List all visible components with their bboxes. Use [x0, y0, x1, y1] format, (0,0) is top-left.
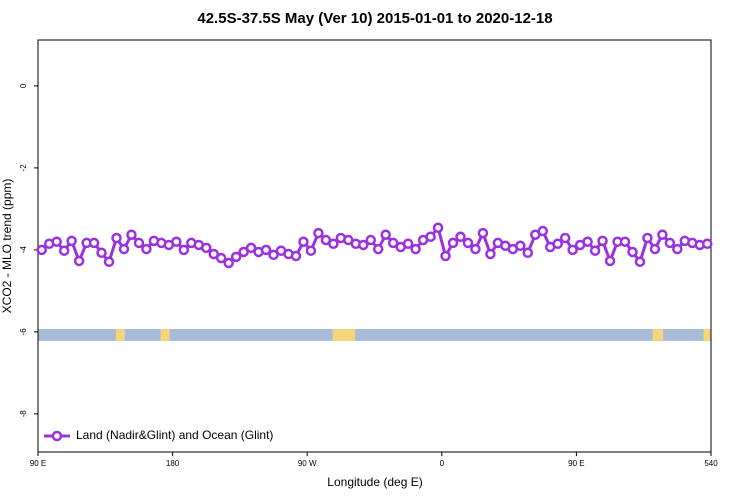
- data-point: [111, 232, 122, 244]
- land-segment: [160, 329, 170, 341]
- data-point: [298, 236, 309, 247]
- land-segment: [703, 329, 711, 341]
- legend-marker: [51, 430, 63, 442]
- y-tick-label: 0: [19, 83, 28, 88]
- data-point: [305, 245, 317, 256]
- data-point: [552, 238, 563, 249]
- data-point: [51, 236, 62, 247]
- data-point: [619, 236, 631, 247]
- data-point: [402, 238, 414, 249]
- data-point: [223, 257, 234, 269]
- data-point: [559, 232, 571, 244]
- data-point: [178, 244, 190, 256]
- data-point: [36, 244, 47, 256]
- y-tick-label: -6: [19, 328, 28, 336]
- data-point: [126, 229, 137, 240]
- land-segment: [115, 329, 125, 341]
- data-point: [365, 234, 377, 246]
- data-point: [604, 255, 616, 267]
- data-point: [485, 248, 496, 260]
- x-tick-label: 90 E: [568, 459, 584, 468]
- data-point: [380, 229, 391, 240]
- data-point: [567, 244, 578, 256]
- data-point: [425, 231, 436, 243]
- x-tick-label: 180: [166, 459, 180, 468]
- data-point: [208, 248, 219, 260]
- data-point: [290, 250, 302, 262]
- legend-label: Land (Nadir&Glint) and Ocean (Glint): [76, 428, 273, 442]
- data-point: [201, 242, 212, 254]
- data-point: [642, 232, 653, 244]
- data-point: [455, 231, 466, 243]
- data-point: [657, 229, 668, 240]
- y-axis-label: XCO2 - MLO trend (ppm): [0, 179, 14, 314]
- data-point: [171, 236, 182, 247]
- x-tick-label: 0: [440, 459, 445, 468]
- data-point: [103, 256, 115, 268]
- data-point: [634, 256, 646, 268]
- data-point: [372, 243, 384, 255]
- data-point: [215, 252, 227, 264]
- y-tick-label: -8: [19, 410, 28, 418]
- x-tick-label: 90 E: [30, 459, 46, 468]
- data-point: [238, 246, 249, 258]
- data-point: [597, 235, 608, 247]
- data-point: [440, 250, 451, 262]
- data-point: [313, 227, 324, 239]
- ocean-band: [38, 329, 711, 341]
- x-tick-label: 540: [704, 459, 718, 468]
- land-segment: [332, 329, 356, 341]
- data-point: [328, 238, 339, 249]
- data-point: [432, 222, 444, 234]
- data-point: [470, 243, 481, 255]
- data-point: [133, 237, 145, 249]
- land-segment: [652, 329, 664, 341]
- data-point: [649, 243, 661, 255]
- data-point: [589, 245, 601, 256]
- data-point: [702, 238, 713, 249]
- data-point: [141, 243, 152, 255]
- data-point: [664, 237, 676, 249]
- x-axis-label: Longitude (deg E): [327, 475, 422, 489]
- chart-title: 42.5S-37.5S May (Ver 10) 2015-01-01 to 2…: [197, 10, 552, 27]
- data-point: [477, 227, 489, 239]
- data-point: [515, 240, 526, 252]
- data-point: [58, 245, 70, 256]
- data-point: [627, 246, 638, 258]
- data-point: [447, 237, 459, 249]
- data-point: [230, 251, 242, 263]
- data-point: [88, 237, 100, 249]
- data-point: [73, 255, 85, 267]
- data-point: [387, 237, 399, 249]
- data-point: [268, 249, 279, 261]
- data-point: [358, 239, 369, 251]
- data-point: [118, 243, 130, 255]
- data-point: [522, 247, 534, 259]
- y-tick-label: -2: [19, 164, 28, 172]
- data-point: [537, 225, 548, 237]
- x-tick-label: 90 W: [298, 459, 317, 468]
- data-point: [260, 244, 272, 256]
- y-tick-label: -4: [19, 246, 28, 254]
- data-point: [245, 242, 257, 254]
- data-point: [410, 243, 421, 255]
- data-point: [672, 243, 683, 255]
- data-point: [96, 247, 107, 259]
- data-point: [66, 235, 77, 247]
- data-point: [462, 237, 474, 249]
- data-point: [582, 236, 593, 247]
